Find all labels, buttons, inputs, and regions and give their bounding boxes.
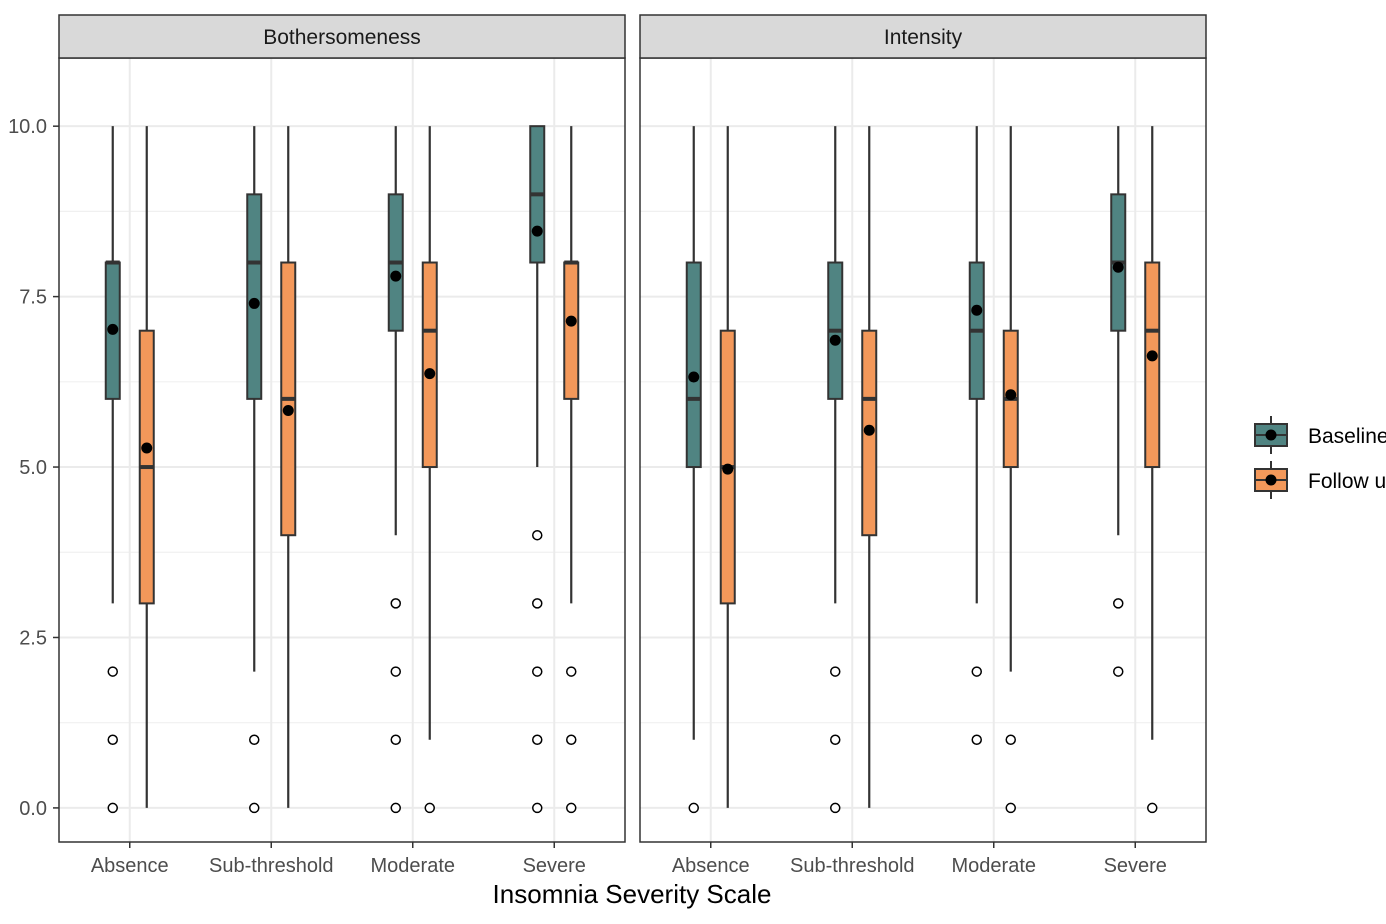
mean-point — [688, 371, 700, 383]
outlier-point — [424, 802, 435, 814]
box-severe-follow-up — [1144, 126, 1161, 814]
outlier-point — [390, 666, 401, 677]
box-absence-baseline — [104, 126, 121, 814]
x-tick-label: Moderate — [952, 855, 1037, 877]
y-tick-label: 10.0 — [8, 116, 47, 138]
panel-intensity: Intensity Absence Sub-threshold Moderate Sev… — [639, 14, 1207, 877]
x-tick-label: Severe — [523, 855, 586, 877]
mean-point — [390, 270, 402, 282]
legend-mean-point — [1265, 474, 1277, 486]
y-tick-label: 7.5 — [19, 287, 47, 309]
outlier-point — [532, 598, 543, 609]
legend-label: Follow up — [1308, 470, 1386, 493]
box-moderate-baseline — [968, 126, 985, 745]
mean-point — [829, 334, 841, 346]
box-severe-baseline — [529, 125, 546, 814]
mean-point — [565, 315, 577, 327]
outlier-point — [566, 802, 577, 814]
y-tick-label: 0.0 — [19, 798, 47, 820]
outlier-point — [830, 734, 841, 745]
box-sub-threshold-baseline — [827, 126, 844, 814]
outlier-point — [390, 802, 401, 814]
outlier-point — [971, 734, 982, 745]
outlier-point — [1113, 598, 1124, 609]
outlier-point — [532, 734, 543, 745]
outlier-point — [971, 666, 982, 677]
strip-background — [639, 14, 1207, 59]
y-axis: 0.0 2.5 5.0 7.5 10.0 — [8, 116, 59, 820]
mean-point — [248, 297, 260, 309]
outlier-point — [390, 734, 401, 745]
box-absence-follow-up — [719, 126, 736, 808]
outlier-point — [566, 734, 577, 745]
mean-point — [141, 442, 153, 454]
box-absence-baseline — [685, 126, 702, 814]
box-body — [246, 193, 263, 400]
legend-label: Baseline — [1308, 425, 1386, 448]
x-tick-label: Moderate — [371, 855, 456, 877]
box-moderate-follow-up — [1002, 126, 1019, 814]
mean-point — [722, 463, 734, 475]
x-tick-label: Sub-threshold — [790, 855, 915, 877]
panel-title: Bothersomeness — [263, 26, 421, 49]
box-body — [685, 261, 702, 469]
box-body — [421, 261, 438, 469]
legend-mean-point — [1265, 429, 1277, 441]
box-sub-threshold-baseline — [246, 126, 263, 814]
box-moderate-baseline — [387, 126, 404, 814]
box-sub-threshold-follow-up — [861, 126, 878, 808]
outlier-point — [532, 529, 543, 541]
mean-point — [1005, 389, 1017, 401]
outlier-point — [566, 666, 577, 677]
x-axis-title: Insomnia Severity Scale — [493, 879, 772, 909]
outlier-point — [249, 734, 260, 745]
mean-point — [1146, 350, 1158, 362]
x-tick-label: Absence — [91, 855, 169, 877]
outlier-point — [830, 802, 841, 814]
outlier-point — [1005, 802, 1016, 814]
outlier-point — [532, 802, 543, 814]
mean-point — [107, 323, 119, 335]
mean-point — [424, 368, 436, 380]
mean-point — [971, 304, 983, 316]
box-severe-follow-up — [563, 126, 580, 814]
outlier-point — [1113, 666, 1124, 677]
outlier-point — [107, 666, 118, 677]
outlier-point — [532, 666, 543, 677]
legend: Baseline Follow up — [1254, 416, 1386, 499]
outlier-point — [390, 598, 401, 609]
box-severe-baseline — [1110, 126, 1127, 677]
outlier-point — [688, 802, 699, 814]
x-tick-label: Absence — [672, 855, 750, 877]
box-body — [1144, 261, 1161, 469]
box-moderate-follow-up — [421, 126, 438, 814]
box-absence-follow-up — [138, 126, 155, 808]
legend-item-follow-up: Follow up — [1254, 461, 1386, 499]
outlier-point — [107, 802, 118, 814]
outlier-point — [1005, 734, 1016, 745]
y-tick-label: 2.5 — [19, 627, 47, 649]
mean-point — [282, 404, 294, 416]
outlier-point — [1147, 802, 1158, 814]
x-tick-label: Severe — [1104, 855, 1167, 877]
box-body — [563, 261, 580, 400]
outlier-point — [249, 802, 260, 814]
outlier-point — [830, 666, 841, 677]
panel-title: Intensity — [884, 26, 963, 49]
legend-item-baseline: Baseline — [1254, 416, 1386, 454]
mean-point — [863, 424, 875, 436]
panel-bothersomeness: Bothersomeness Absence Sub-threshold Modera… — [58, 14, 626, 877]
outlier-point — [107, 734, 118, 745]
panels-layer: Bothersomeness Absence Sub-threshold Modera… — [58, 14, 1207, 877]
y-tick-label: 5.0 — [19, 457, 47, 479]
x-tick-label: Sub-threshold — [209, 855, 334, 877]
strip-background — [58, 14, 626, 59]
mean-point — [531, 225, 543, 237]
mean-point — [1112, 261, 1124, 273]
box-sub-threshold-follow-up — [280, 126, 297, 808]
